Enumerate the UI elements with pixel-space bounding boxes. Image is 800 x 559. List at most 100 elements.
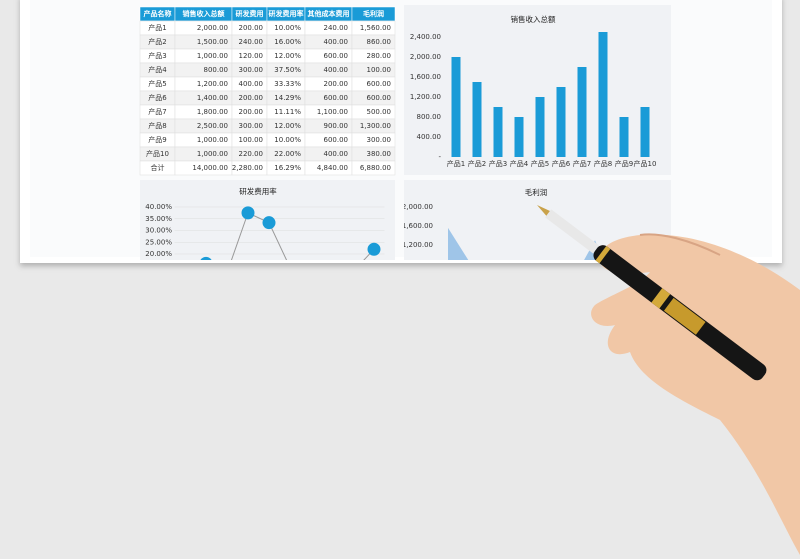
cell-text: 1,500.00: [197, 38, 228, 46]
point: [326, 266, 339, 279]
x-tick-label: 产品5: [531, 159, 549, 168]
cell-text: 400.00: [239, 80, 264, 88]
cell-text: 120.00: [239, 52, 264, 60]
area: [448, 227, 604, 260]
pen-band: [651, 288, 671, 309]
line-chart: 研发费用率 20.00% 25.00% 30.00% 35.00% 40.00%: [145, 186, 385, 284]
bar: [451, 57, 461, 157]
pen-nib: [537, 205, 550, 216]
cell-text: 500.00: [367, 108, 392, 116]
cell-text: 100.00: [367, 66, 392, 74]
pen-grip: [545, 209, 600, 254]
hand: [591, 233, 800, 555]
y-tick-label: 20.00%: [145, 250, 172, 258]
y-tick-label: 35.00%: [145, 215, 172, 223]
bar: [598, 32, 608, 157]
cell-text: 产品7: [148, 107, 166, 116]
cell-text: 2,000.00: [197, 24, 228, 32]
chart-title: 研发费用率: [239, 186, 277, 196]
cell-text: 4,840.00: [317, 164, 348, 172]
cell-text: 1,000.00: [197, 136, 228, 144]
hand-crease: [639, 233, 721, 256]
cell-text: 600.00: [367, 94, 392, 102]
bar: [619, 117, 629, 157]
cell-text: 400.00: [324, 66, 349, 74]
cell-text: 1,400.00: [197, 94, 228, 102]
cell-text: 合计: [151, 163, 165, 172]
cell-text: 240.00: [324, 24, 349, 32]
x-tick-label: 产品2: [468, 159, 486, 168]
y-tick-label: 1,600.00: [410, 73, 441, 81]
cell-text: 400.00: [324, 150, 349, 158]
cell-text: 6,880.00: [360, 164, 391, 172]
bar: [493, 107, 503, 157]
cell-text: 200.00: [239, 24, 264, 32]
cell-text: 380.00: [367, 150, 392, 158]
pen: [537, 205, 767, 381]
x-tick-label: 产品8: [594, 159, 612, 168]
cell-text: 产品6: [148, 93, 167, 102]
bar: [577, 67, 587, 157]
cell-text: 200.00: [324, 80, 349, 88]
pen-engraving: [663, 297, 706, 335]
point: [200, 256, 212, 260]
cell-text: 400.00: [324, 38, 349, 46]
x-tick-label: 产品4: [510, 159, 529, 168]
cell-text: 1,300.00: [360, 122, 391, 130]
cell-text: 11.11%: [274, 108, 301, 116]
cell-text: 12.00%: [274, 52, 301, 60]
cell-text: 2,500.00: [197, 122, 228, 130]
y-tick-label: 25.00%: [145, 238, 172, 246]
y-tick-label: 1,200.00: [410, 93, 441, 101]
cell-text: 600.00: [324, 136, 349, 144]
cell-text: 1,800.00: [197, 108, 228, 116]
header-text: 研发费用率: [269, 9, 304, 18]
cell-text: 1,000.00: [197, 52, 228, 60]
cell: [351, 160, 396, 176]
x-tick-label: 产品7: [573, 159, 591, 168]
cell-text: 300.00: [367, 136, 392, 144]
cell-text: 12.00%: [274, 122, 301, 130]
point: [221, 266, 234, 279]
point: [367, 242, 381, 256]
cell-text: 产品9: [148, 135, 166, 144]
x-tick-label: 产品10: [634, 159, 657, 168]
y-tick-label: 1,200.00: [402, 241, 433, 249]
y-tick-label: 800.00: [417, 113, 442, 121]
bar: [556, 87, 566, 157]
y-tick-label: -: [438, 153, 441, 161]
bar: [640, 107, 650, 157]
cell-text: 200.00: [239, 108, 264, 116]
cell-text: 600.00: [324, 52, 349, 60]
point: [347, 265, 360, 278]
cell-text: 1,000.00: [197, 150, 228, 158]
y-tick-label: 1,600.00: [402, 222, 433, 230]
cell-text: 产品5: [148, 79, 166, 88]
hand-skin: [591, 234, 800, 555]
pen-band: [595, 245, 611, 264]
cell-text: 280.00: [367, 52, 392, 60]
y-tick-label: 30.00%: [145, 227, 172, 235]
cell-text: 220.00: [239, 150, 264, 158]
cell-text: 1,100.00: [317, 108, 348, 116]
cell-text: 600.00: [324, 94, 349, 102]
header-text: 产品名称: [144, 9, 172, 18]
cell-text: 产品1: [148, 23, 166, 32]
cell-text: 300.00: [239, 66, 264, 74]
cell-text: 200.00: [239, 94, 264, 102]
x-tick-label: 产品9: [615, 159, 633, 168]
y-tick-label: 2,400.00: [410, 33, 441, 41]
cell-text: 14.29%: [274, 94, 301, 102]
cell-text: 37.50%: [274, 66, 301, 74]
bar: [472, 82, 482, 157]
cell-text: 产品8: [148, 121, 166, 130]
cell-text: 14,000.00: [192, 164, 228, 172]
header-text: 销售收入总额: [182, 9, 225, 18]
cell-text: 产品4: [148, 65, 167, 74]
x-tick-label: 产品3: [489, 159, 507, 168]
point: [179, 271, 192, 284]
y-tick-label: 400.00: [417, 133, 442, 141]
bar: [514, 117, 524, 157]
